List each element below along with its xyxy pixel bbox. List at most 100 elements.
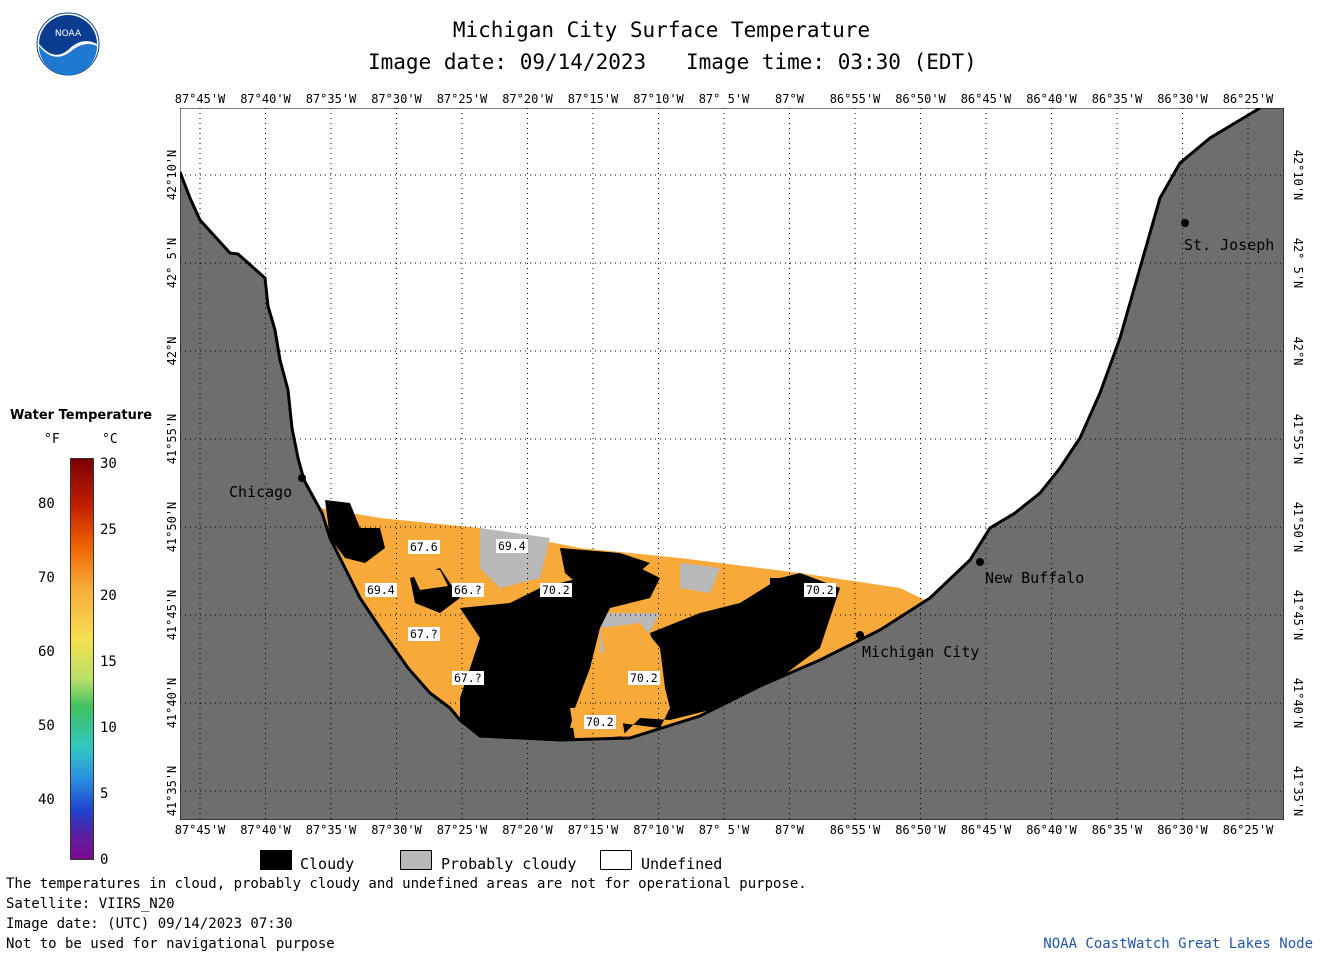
lon-label: 86°35'W [1091, 92, 1143, 106]
michigan-city-marker [856, 631, 864, 639]
lon-label: 86°25'W [1222, 823, 1274, 837]
lon-label: 86°55'W [829, 92, 881, 106]
city-label-michigan-city: Michigan City [862, 643, 980, 661]
lon-label: 87° 5'W [698, 92, 750, 106]
colorbar-unit-f: °F [44, 432, 60, 447]
temp-label: 67.6 [408, 540, 440, 554]
lon-label: 87°25'W [436, 823, 488, 837]
colorbar-c-tick: 10 [100, 720, 117, 736]
footer-navigation-note: Not to be used for navigational purpose [6, 936, 335, 952]
legend-probably-cloudy-swatch [400, 850, 432, 870]
lat-label: 41°45'N [165, 589, 179, 641]
colorbar-f-tick: 80 [38, 496, 55, 512]
image-time: Image time: 03:30 (EDT) [686, 50, 977, 74]
shoreline [180, 108, 1261, 742]
lon-label: 87°20'W [502, 92, 553, 106]
lon-label: 87°30'W [371, 92, 422, 106]
colorbar-c-tick: 20 [100, 588, 117, 604]
colorbar-f-tick: 70 [38, 570, 55, 586]
lon-label: 87°45'W [174, 92, 226, 106]
footer-satellite: Satellite: VIIRS_N20 [6, 896, 175, 912]
lat-label: 41°55'N [165, 413, 179, 465]
lon-label: 87°40'W [240, 92, 291, 106]
colorbar-c-tick: 15 [100, 654, 117, 670]
lon-label: 87°35'W [305, 823, 357, 837]
lon-label: 87°15'W [567, 823, 619, 837]
lat-label: 42° 5'N [1291, 237, 1305, 289]
temp-label: 69.4 [496, 539, 528, 553]
legend-undefined-swatch [600, 850, 632, 870]
footer-image-date-utc: Image date: (UTC) 09/14/2023 07:30 [6, 916, 293, 932]
colorbar-title: Water Temperature [10, 408, 153, 423]
noaa-logo: NOAA [36, 12, 100, 76]
legend-cloudy-label: Cloudy [300, 855, 355, 873]
lon-label: 86°30'W [1157, 92, 1208, 106]
legend-cloudy-swatch [260, 850, 292, 870]
colorbar-c-tick: 0 [100, 852, 109, 868]
lon-label: 87°10'W [633, 823, 684, 837]
lat-label: 41°50'N [1291, 501, 1305, 553]
image-date: Image date: 09/14/2023 [368, 50, 647, 74]
temp-label: 67.? [452, 671, 484, 685]
st-joseph-marker [1181, 219, 1189, 227]
lon-label: 87° 5'W [698, 823, 750, 837]
lon-label: 87°10'W [633, 92, 684, 106]
lon-label: 87°15'W [567, 92, 619, 106]
lat-label: 42°N [165, 336, 179, 366]
colorbar-f-tick: 50 [38, 718, 55, 734]
colorbar-f-tick: 40 [38, 792, 55, 808]
lon-label: 86°55'W [829, 823, 881, 837]
lon-label: 86°40'W [1026, 92, 1077, 106]
legend-probably-cloudy-label: Probably cloudy [441, 855, 577, 873]
lon-label: 87°30'W [371, 823, 422, 837]
colorbar-c-tick: 5 [100, 786, 109, 802]
map-title: Michigan City Surface Temperature [452, 18, 871, 42]
lat-label: 42°10'N [1291, 149, 1305, 201]
footer-credit: NOAA CoastWatch Great Lakes Node [1043, 936, 1313, 952]
colorbar-unit-c: °C [102, 432, 118, 447]
lat-label: 42°10'N [165, 149, 179, 201]
lon-label: 86°30'W [1157, 823, 1208, 837]
chicago-marker [298, 474, 306, 482]
legend-undefined-label: Undefined [641, 855, 723, 873]
lon-label: 86°25'W [1222, 92, 1274, 106]
lon-label: 86°45'W [960, 823, 1012, 837]
lon-label: 86°50'W [895, 92, 946, 106]
lon-label: 86°45'W [960, 92, 1012, 106]
temp-label: 66.? [452, 583, 484, 597]
temp-label: 70.2 [628, 671, 660, 685]
temp-label: 67.? [408, 627, 440, 641]
lon-label: 86°40'W [1026, 823, 1077, 837]
lon-label: 87°W [775, 92, 804, 106]
city-label-chicago: Chicago [229, 483, 293, 501]
colorbar-f-tick: 60 [38, 644, 55, 660]
lon-label: 87°40'W [240, 823, 291, 837]
lon-label: 87°20'W [502, 823, 553, 837]
map-panel [180, 108, 1284, 820]
lon-label: 87°W [775, 823, 804, 837]
lat-label: 41°40'N [1291, 677, 1305, 729]
lat-label: 41°40'N [165, 677, 179, 729]
lon-label: 86°35'W [1091, 823, 1143, 837]
lat-label: 42° 5'N [165, 237, 179, 289]
lon-label: 87°35'W [305, 92, 357, 106]
temp-label: 70.2 [804, 583, 836, 597]
lon-label: 87°45'W [174, 823, 226, 837]
colorbar-c-tick: 25 [100, 522, 117, 538]
lat-label: 42°N [1291, 336, 1305, 366]
temp-label: 69.4 [365, 583, 397, 597]
footer-disclaimer: The temperatures in cloud, probably clou… [6, 876, 807, 892]
lat-label: 41°35'N [165, 765, 179, 817]
lat-label: 41°50'N [165, 501, 179, 553]
colorbar [70, 458, 94, 860]
new-buffalo-marker [976, 558, 984, 566]
svg-text:NOAA: NOAA [55, 29, 82, 39]
land-west [180, 108, 1284, 820]
city-label-new-buffalo: New Buffalo [985, 569, 1085, 587]
lat-label: 41°45'N [1291, 589, 1305, 641]
graticule [180, 108, 1284, 820]
lat-label: 41°55'N [1291, 413, 1305, 465]
lon-label: 87°25'W [436, 92, 488, 106]
lat-label: 41°35'N [1291, 765, 1305, 817]
temp-label: 70.2 [540, 583, 572, 597]
